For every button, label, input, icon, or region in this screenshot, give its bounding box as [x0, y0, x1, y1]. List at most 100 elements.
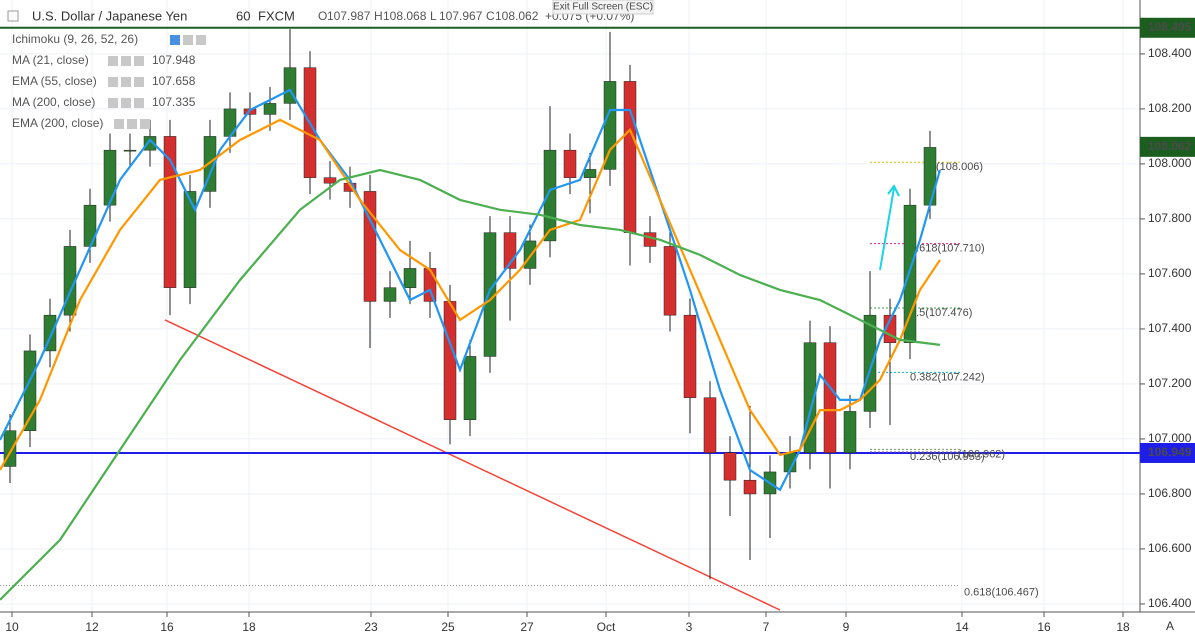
exit-fullscreen-button[interactable]	[552, 0, 654, 15]
legend-icon[interactable]	[134, 98, 144, 108]
ohlc-value: 107.987	[327, 9, 371, 23]
candle-body	[923, 147, 937, 206]
legend-name[interactable]: MA (200, close)	[12, 95, 95, 109]
ohlc-value: 108.062	[495, 9, 539, 23]
candle-body	[383, 287, 397, 302]
legend-icon[interactable]	[127, 119, 137, 129]
legend-icon[interactable]	[140, 119, 150, 129]
legend-icon[interactable]	[170, 35, 180, 45]
collapse-icon[interactable]	[7, 10, 19, 22]
arrow	[879, 184, 900, 271]
fib-label: (108.006)	[936, 161, 983, 173]
candle-body	[423, 268, 437, 302]
auto-scale-button[interactable]: A	[1166, 619, 1174, 633]
candle-body	[443, 301, 457, 420]
exit-fullscreen-label[interactable]: Exit Full Screen (ESC)	[553, 2, 653, 13]
candle-body	[323, 177, 337, 184]
price-badge	[1140, 136, 1195, 157]
candle-body	[903, 204, 917, 343]
legend-name[interactable]: EMA (55, close)	[12, 74, 97, 88]
legend-icon[interactable]	[108, 56, 118, 66]
legend-value: 107.658	[152, 74, 196, 88]
y-tick-label: 106.800	[1148, 486, 1192, 500]
candle-body	[583, 169, 597, 178]
price-badge	[1140, 17, 1195, 38]
candle-body	[263, 103, 277, 115]
trendline	[164, 319, 781, 611]
candle-body	[603, 81, 617, 170]
candle-body	[123, 149, 137, 152]
candle-body	[363, 191, 377, 302]
candle-body	[403, 268, 417, 288]
hidden-indicator[interactable]: EMA (200, close)	[12, 116, 103, 130]
legend-icon[interactable]	[114, 119, 124, 129]
fib-label: 0.382(107.242)	[910, 371, 985, 383]
moving-average	[0, 88, 942, 492]
y-tick-label: 108.400	[1148, 46, 1192, 60]
interval: 60	[236, 8, 250, 23]
legend-icon[interactable]	[121, 77, 131, 87]
price-badge-label: 108.062	[1148, 139, 1192, 153]
legend-value: 107.335	[152, 95, 196, 109]
x-tick-label: 16	[160, 620, 174, 634]
candle-body	[843, 411, 857, 453]
y-tick-label: 107.600	[1148, 266, 1192, 280]
x-tick-label: 23	[364, 620, 378, 634]
candle-body	[543, 149, 557, 242]
candle-body	[743, 479, 757, 495]
ohlc-key: O	[318, 9, 327, 23]
x-tick-label: Oct	[597, 620, 616, 634]
legend-icon[interactable]	[196, 35, 206, 45]
hidden-indicator[interactable]: Ichimoku (9, 26, 52, 26)	[12, 32, 138, 46]
x-tick-label: 18	[1116, 620, 1130, 634]
candle-body	[103, 149, 117, 206]
legend-icon[interactable]	[134, 77, 144, 87]
indicator-legend: Ichimoku (9, 26, 52, 26) MA (21, close) 10…	[12, 32, 206, 130]
x-tick-label: 25	[441, 620, 455, 634]
moving-average	[0, 168, 941, 601]
x-tick-label: 12	[85, 620, 99, 634]
candle-body	[563, 149, 577, 178]
candle-body	[863, 314, 877, 412]
source: FXCM	[258, 8, 295, 23]
price-badge-label: 106.949	[1148, 445, 1192, 459]
y-tick-label: 108.200	[1148, 101, 1192, 115]
legend-icon[interactable]	[121, 56, 131, 66]
legend-icon[interactable]	[108, 77, 118, 87]
candle-body	[723, 452, 737, 481]
candle-body	[643, 232, 657, 247]
candle-body	[703, 397, 717, 453]
candle-body	[463, 356, 477, 420]
fib-label: 0.618(107.710)	[910, 243, 985, 255]
legend-icon[interactable]	[121, 98, 131, 108]
ohlc-key: L	[430, 9, 437, 23]
candle-body	[183, 191, 197, 288]
x-tick-label: 10	[5, 620, 19, 634]
x-tick-label: 18	[242, 620, 256, 634]
x-tick-label: 9	[843, 620, 850, 634]
candle-body	[823, 342, 837, 453]
candle-body	[683, 314, 697, 398]
candle-body	[663, 246, 677, 316]
legend-icon[interactable]	[108, 98, 118, 108]
legend-icon[interactable]	[183, 35, 193, 45]
ohlc-legend: O 107.987 H 108.068 L 107.967 C 108.062	[318, 9, 539, 23]
candle-body	[203, 136, 217, 192]
ohlc-key: H	[374, 9, 383, 23]
ohlc-value: 108.068	[383, 9, 427, 23]
candle-body	[163, 136, 177, 288]
x-tick-label: 3	[686, 620, 693, 634]
legend-name[interactable]: MA (21, close)	[12, 53, 89, 67]
legend-value: 107.948	[152, 53, 196, 67]
y-tick-label: 106.400	[1148, 596, 1192, 610]
axes: 106.400 106.600 106.800 107.000 107.200 107.4…	[5, 17, 1195, 634]
y-tick-label: 107.000	[1148, 431, 1192, 445]
legend-icon[interactable]	[134, 56, 144, 66]
x-tick-label: 27	[520, 620, 534, 634]
price-axis-bg	[1140, 0, 1195, 642]
ohlc-key: C	[486, 9, 495, 23]
y-tick-label: 107.800	[1148, 211, 1192, 225]
